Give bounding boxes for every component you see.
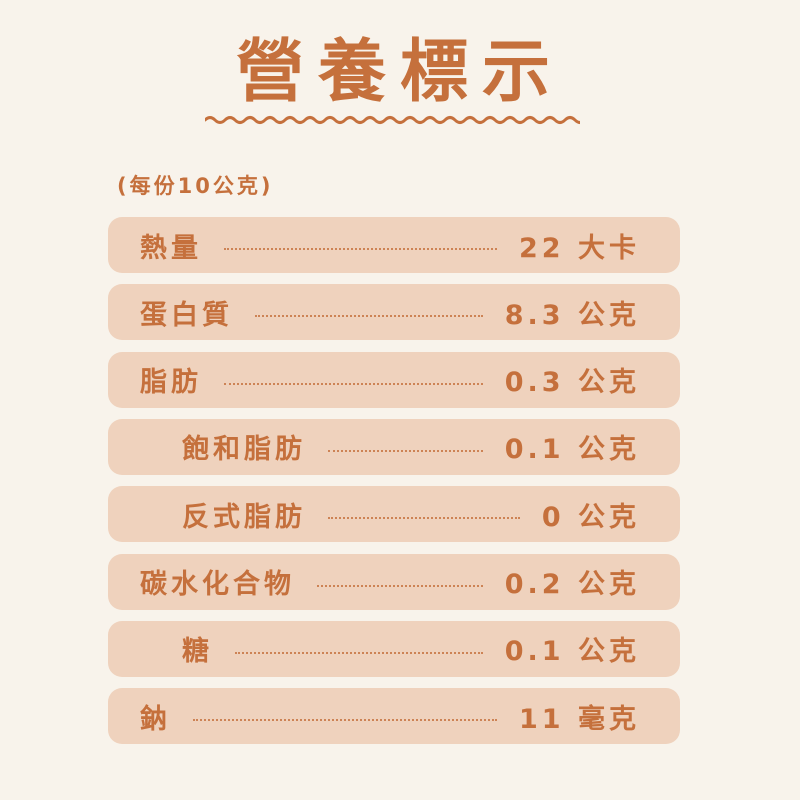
nutrition-row: 糖 0.1 公克 (108, 620, 680, 677)
nutrient-value: 11 毫克 (519, 703, 640, 735)
nutrition-row: 蛋白質 8.3 公克 (108, 284, 680, 341)
page-title: 營養標示 (235, 33, 564, 112)
dotted-leader (235, 651, 483, 654)
nutrient-label: 脂肪 (140, 367, 202, 399)
serving-size: (每份10公克) (117, 174, 274, 198)
dotted-leader (193, 719, 498, 722)
nutrition-row: 鈉 11 毫克 (108, 688, 680, 745)
nutrient-value: 0.1 公克 (504, 636, 640, 668)
dotted-leader (224, 248, 498, 250)
dotted-leader (328, 517, 520, 520)
nutrient-value: 0.2 公克 (504, 569, 640, 600)
nutrition-row: 反式脂肪 0 公克 (108, 486, 680, 543)
nutrition-row: 脂肪 0.3 公克 (108, 351, 680, 408)
nutrient-label: 飽和脂肪 (182, 434, 306, 466)
nutrient-value: 8.3 公克 (504, 299, 640, 331)
nutrient-label: 蛋白質 (140, 299, 233, 331)
nutrition-row: 熱量 22 大卡 (108, 217, 680, 273)
nutrient-value: 22 大卡 (519, 232, 640, 264)
nutrition-row: 飽和脂肪 0.1 公克 (108, 418, 680, 475)
nutrient-value: 0.3 公克 (504, 367, 640, 399)
dotted-leader (317, 584, 483, 587)
nutrient-label: 熱量 (140, 232, 202, 264)
nutrient-label: 糖 (182, 636, 213, 668)
dotted-leader (328, 449, 483, 452)
nutrient-label: 碳水化合物 (140, 569, 295, 600)
nutrition-row: 碳水化合物 0.2 公克 (108, 553, 680, 610)
dotted-leader (224, 382, 483, 385)
nutrient-value: 0.1 公克 (504, 434, 640, 466)
nutrient-label: 反式脂肪 (182, 501, 306, 533)
dotted-leader (255, 315, 483, 318)
nutrient-label: 鈉 (140, 703, 171, 735)
wavy-divider (205, 116, 580, 124)
nutrient-value: 0 公克 (541, 501, 640, 533)
